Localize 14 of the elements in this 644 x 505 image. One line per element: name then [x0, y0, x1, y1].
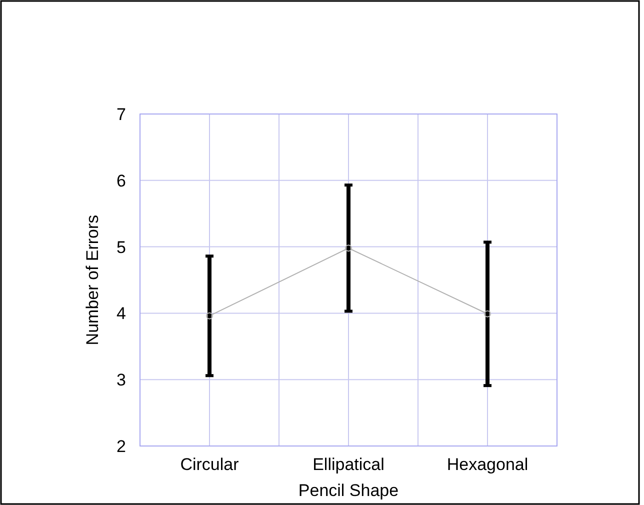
x-tick-label: Hexagonal [446, 455, 528, 474]
x-tick-label: Ellipatical [312, 455, 384, 474]
y-tick-label: 4 [116, 304, 126, 324]
y-axis-title: Number of Errors [83, 214, 102, 346]
y-tick-label: 7 [116, 104, 126, 124]
point [484, 310, 491, 318]
x-axis-title: Pencil Shape [298, 481, 399, 500]
y-tick-label: 6 [116, 171, 126, 190]
y-tick-label: 2 [116, 436, 126, 456]
y-tick-label: 5 [116, 238, 126, 257]
point [345, 244, 352, 252]
x-tick-label: Circular [180, 455, 240, 474]
y-tick-label: 3 [116, 370, 126, 390]
point [206, 312, 213, 320]
